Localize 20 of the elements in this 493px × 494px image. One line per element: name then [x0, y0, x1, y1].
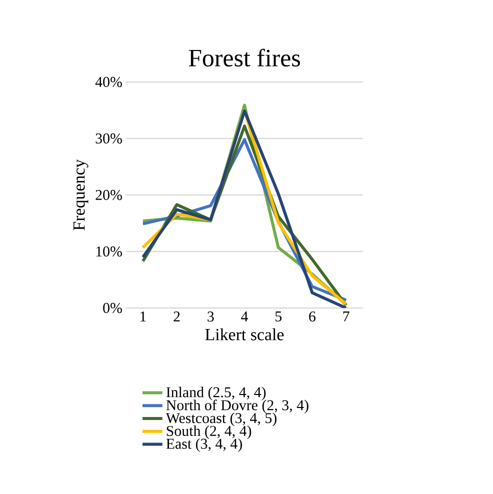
legend-label: Westcoast (3, 4, 5): [166, 412, 276, 426]
y-axis-title: Frequency: [74, 159, 88, 230]
x-tick-label: 4: [241, 312, 248, 322]
x-tick-label: 5: [275, 312, 282, 322]
y-tick-label: 30%: [96, 133, 122, 144]
legend-label: East (3, 4, 4): [166, 438, 242, 452]
x-tick-label: 6: [309, 312, 316, 322]
y-tick-label: 20%: [96, 190, 122, 200]
legend-label: South (2, 4, 4): [166, 425, 252, 440]
x-tick-label: 3: [208, 312, 214, 322]
x-tick-label: 1: [140, 312, 146, 322]
x-tick-label: 7: [343, 312, 350, 322]
chart-title: Forest fires: [188, 48, 300, 67]
y-tick-label: 10%: [96, 246, 122, 257]
x-tick-label: 2: [174, 312, 180, 322]
y-tick-label: 40%: [95, 76, 122, 88]
legend-label: Inland (2.5, 4, 4): [166, 386, 266, 400]
y-tick-label: 0%: [103, 302, 122, 314]
x-axis-title: Likert scale: [205, 328, 284, 340]
legend-label: North of Dovre (2, 3, 4): [166, 400, 308, 414]
